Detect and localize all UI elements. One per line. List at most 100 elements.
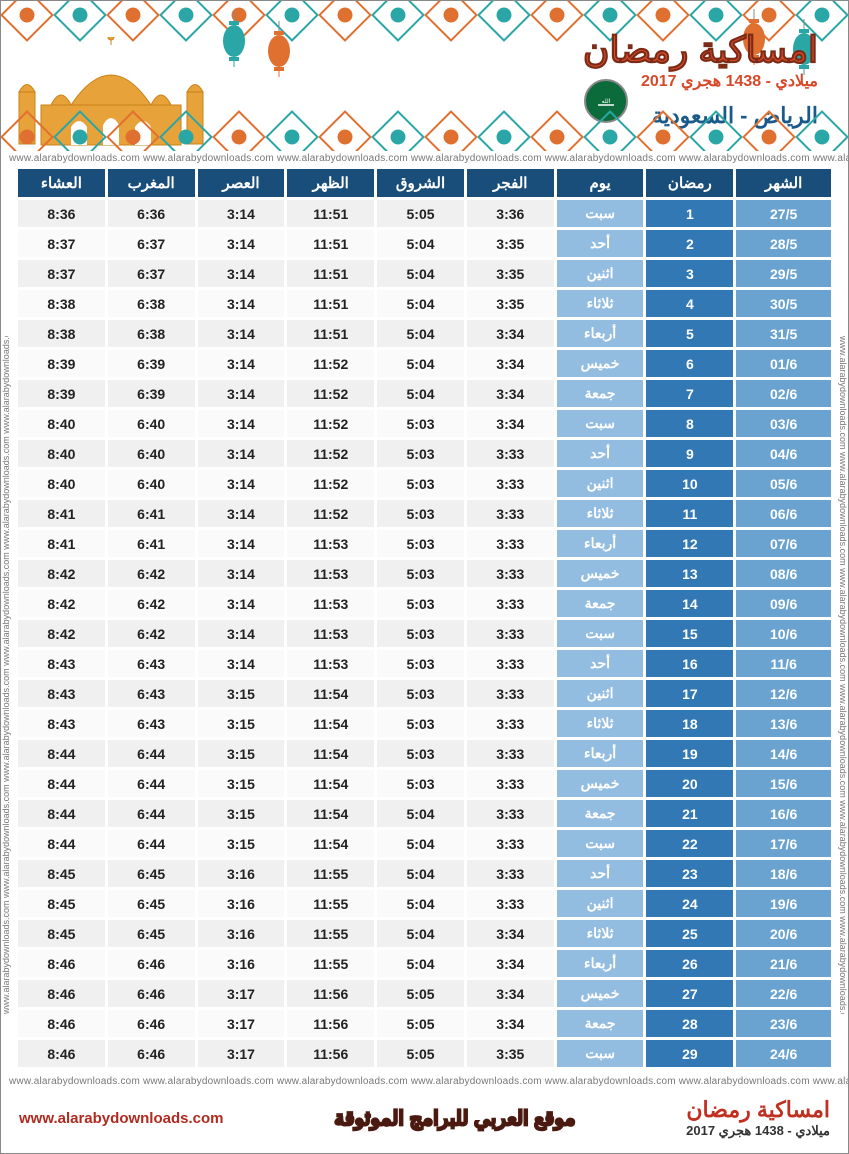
time-cell: 3:34 (467, 920, 554, 947)
time-cell: 8:46 (18, 1040, 105, 1067)
time-cell: 11:55 (287, 950, 374, 977)
lantern-icon (266, 21, 292, 86)
table-row: 8:376:373:1411:515:043:35اثنين329/5 (18, 260, 831, 287)
gregorian-date-cell: 12/6 (736, 680, 831, 707)
time-cell: 3:33 (467, 860, 554, 887)
lantern-icon (221, 11, 247, 76)
day-cell: سبت (557, 410, 644, 437)
footer: www.alarabydownloads.com موقع العربي للب… (1, 1089, 848, 1153)
column-header: الشروق (377, 169, 464, 197)
time-cell: 11:52 (287, 350, 374, 377)
time-cell: 8:38 (18, 320, 105, 347)
time-cell: 6:40 (108, 470, 195, 497)
gregorian-date-cell: 23/6 (736, 1010, 831, 1037)
time-cell: 6:38 (108, 320, 195, 347)
time-cell: 6:45 (108, 920, 195, 947)
time-cell: 8:38 (18, 290, 105, 317)
time-cell: 6:46 (108, 950, 195, 977)
time-cell: 5:04 (377, 830, 464, 857)
time-cell: 3:34 (467, 320, 554, 347)
time-cell: 6:46 (108, 1040, 195, 1067)
ramadan-day-cell: 6 (646, 350, 733, 377)
pattern-tile (371, 1, 425, 42)
ramadan-day-cell: 15 (646, 620, 733, 647)
time-cell: 8:39 (18, 350, 105, 377)
time-cell: 8:45 (18, 860, 105, 887)
gregorian-date-cell: 30/5 (736, 290, 831, 317)
ramadan-day-cell: 8 (646, 410, 733, 437)
ramadan-day-cell: 20 (646, 770, 733, 797)
day-cell: سبت (557, 620, 644, 647)
ramadan-day-cell: 3 (646, 260, 733, 287)
time-cell: 3:14 (198, 620, 285, 647)
time-cell: 11:55 (287, 860, 374, 887)
time-cell: 3:34 (467, 410, 554, 437)
gregorian-date-cell: 06/6 (736, 500, 831, 527)
time-cell: 5:03 (377, 620, 464, 647)
time-cell: 6:41 (108, 530, 195, 557)
gregorian-date-cell: 21/6 (736, 950, 831, 977)
table-row: 8:466:463:1611:555:043:34أربعاء2621/6 (18, 950, 831, 977)
time-cell: 6:37 (108, 230, 195, 257)
time-cell: 3:14 (198, 560, 285, 587)
time-cell: 3:14 (198, 500, 285, 527)
pattern-tile (265, 110, 319, 151)
time-cell: 8:44 (18, 770, 105, 797)
footer-sub: 2017 ميلادي - 1438 هجري (686, 1123, 830, 1139)
time-cell: 3:17 (198, 1010, 285, 1037)
pattern-top (1, 1, 848, 29)
time-cell: 3:33 (467, 890, 554, 917)
time-cell: 3:33 (467, 440, 554, 467)
title-sub: 2017 ميلادي - 1438 هجري (583, 71, 818, 91)
table-row: 8:466:463:1711:565:053:34خميس2722/6 (18, 980, 831, 1007)
time-cell: 5:04 (377, 950, 464, 977)
time-cell: 3:34 (467, 350, 554, 377)
column-header: الفجر (467, 169, 554, 197)
table-row: 8:426:423:1411:535:033:33خميس1308/6 (18, 560, 831, 587)
gregorian-date-cell: 31/5 (736, 320, 831, 347)
time-cell: 8:41 (18, 530, 105, 557)
time-cell: 3:17 (198, 980, 285, 1007)
day-cell: خميس (557, 350, 644, 377)
pattern-tile (212, 110, 266, 151)
ramadan-day-cell: 11 (646, 500, 733, 527)
time-cell: 11:53 (287, 590, 374, 617)
time-cell: 11:52 (287, 470, 374, 497)
time-cell: 8:44 (18, 800, 105, 827)
time-cell: 11:51 (287, 200, 374, 227)
time-cell: 5:04 (377, 350, 464, 377)
time-cell: 5:03 (377, 440, 464, 467)
title-block: امساكية رمضان 2017 ميلادي - 1438 هجري ال… (583, 29, 818, 129)
table-row: 8:446:443:1511:545:033:33خميس2015/6 (18, 770, 831, 797)
gregorian-date-cell: 15/6 (736, 770, 831, 797)
table-row: 8:416:413:1411:535:033:33أربعاء1207/6 (18, 530, 831, 557)
ramadan-day-cell: 28 (646, 1010, 733, 1037)
time-cell: 8:40 (18, 410, 105, 437)
title-main: امساكية رمضان (583, 29, 818, 71)
time-cell: 6:44 (108, 800, 195, 827)
table-row: 8:436:433:1411:535:033:33أحد1611/6 (18, 650, 831, 677)
time-cell: 5:04 (377, 860, 464, 887)
pattern-tile (1, 1, 54, 42)
time-cell: 3:34 (467, 980, 554, 1007)
time-cell: 3:34 (467, 1010, 554, 1037)
time-cell: 5:03 (377, 500, 464, 527)
time-cell: 11:51 (287, 290, 374, 317)
prayer-table-wrap: www.alarabydownloads.com www.alarabydown… (1, 166, 848, 1074)
ramadan-day-cell: 5 (646, 320, 733, 347)
time-cell: 11:54 (287, 740, 374, 767)
time-cell: 3:33 (467, 470, 554, 497)
time-cell: 5:04 (377, 320, 464, 347)
ramadan-day-cell: 19 (646, 740, 733, 767)
time-cell: 11:56 (287, 980, 374, 1007)
time-cell: 6:39 (108, 380, 195, 407)
table-row: 8:396:393:1411:525:043:34خميس601/6 (18, 350, 831, 377)
gregorian-date-cell: 19/6 (736, 890, 831, 917)
time-cell: 3:34 (467, 380, 554, 407)
time-cell: 8:42 (18, 620, 105, 647)
time-cell: 8:44 (18, 740, 105, 767)
gregorian-date-cell: 22/6 (736, 980, 831, 1007)
table-row: 8:386:383:1411:515:043:35ثلاثاء430/5 (18, 290, 831, 317)
time-cell: 3:35 (467, 1040, 554, 1067)
time-cell: 8:40 (18, 440, 105, 467)
